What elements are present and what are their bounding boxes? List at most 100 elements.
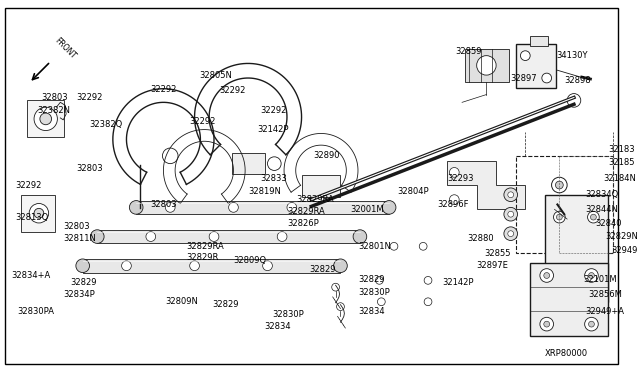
Text: 32834: 32834 xyxy=(358,307,385,316)
Bar xyxy=(516,44,556,88)
Circle shape xyxy=(189,261,200,271)
Text: 34130Y: 34130Y xyxy=(556,51,588,60)
Circle shape xyxy=(554,211,565,223)
Circle shape xyxy=(591,214,596,220)
Circle shape xyxy=(520,51,530,61)
Text: 32001M: 32001M xyxy=(350,205,384,214)
Bar xyxy=(530,263,608,336)
Bar xyxy=(83,259,340,273)
Circle shape xyxy=(40,113,52,125)
Bar xyxy=(21,195,56,232)
Circle shape xyxy=(122,261,131,271)
Text: 32830P: 32830P xyxy=(358,288,390,296)
Circle shape xyxy=(390,243,398,250)
Text: 32830PA: 32830PA xyxy=(17,307,54,316)
Circle shape xyxy=(424,298,432,306)
Text: 32949: 32949 xyxy=(611,246,637,255)
Text: 32292: 32292 xyxy=(76,93,102,102)
Circle shape xyxy=(129,201,143,214)
Circle shape xyxy=(567,94,580,107)
Circle shape xyxy=(268,157,281,170)
Circle shape xyxy=(552,177,567,193)
Circle shape xyxy=(544,273,550,278)
Bar xyxy=(136,201,389,214)
Circle shape xyxy=(508,231,514,237)
Circle shape xyxy=(585,269,598,282)
Bar xyxy=(530,36,548,46)
Text: 32834Q: 32834Q xyxy=(586,190,619,199)
Circle shape xyxy=(591,279,596,285)
Circle shape xyxy=(556,181,563,189)
Text: 32101M: 32101M xyxy=(584,275,618,284)
Bar xyxy=(516,156,613,253)
Text: 32142P: 32142P xyxy=(258,125,289,134)
Text: XRP80000: XRP80000 xyxy=(545,349,588,358)
Circle shape xyxy=(34,107,58,131)
Text: 32829RA: 32829RA xyxy=(287,207,324,216)
Text: 32844N: 32844N xyxy=(586,205,618,214)
Circle shape xyxy=(277,232,287,241)
Circle shape xyxy=(90,230,104,243)
Text: 32382N: 32382N xyxy=(37,106,70,115)
Circle shape xyxy=(556,214,563,220)
Circle shape xyxy=(589,273,595,278)
Circle shape xyxy=(209,232,219,241)
Text: 32142P: 32142P xyxy=(443,278,474,287)
Text: 32809N: 32809N xyxy=(165,297,198,306)
Text: 32826P: 32826P xyxy=(287,219,319,228)
Text: 32898: 32898 xyxy=(564,76,591,86)
Text: 32897E: 32897E xyxy=(477,261,509,270)
Circle shape xyxy=(588,211,599,223)
Circle shape xyxy=(228,202,238,212)
Circle shape xyxy=(544,321,550,327)
Circle shape xyxy=(554,276,565,288)
Text: FRONT: FRONT xyxy=(52,36,77,61)
Text: 32805N: 32805N xyxy=(200,71,232,80)
Text: 32840: 32840 xyxy=(595,219,622,228)
Text: 32855: 32855 xyxy=(484,248,511,258)
Text: 32859: 32859 xyxy=(455,47,482,56)
Text: 32803: 32803 xyxy=(151,200,177,209)
Text: 32896F: 32896F xyxy=(438,200,469,209)
Circle shape xyxy=(508,192,514,198)
Circle shape xyxy=(76,259,90,273)
Text: 32382Q: 32382Q xyxy=(90,120,123,129)
Text: 32813Q: 32813Q xyxy=(15,213,49,222)
Text: 32184N: 32184N xyxy=(603,174,636,183)
Text: 32293: 32293 xyxy=(447,174,474,183)
Circle shape xyxy=(337,303,344,311)
Circle shape xyxy=(540,269,554,282)
Text: 32804P: 32804P xyxy=(397,187,429,196)
Bar xyxy=(545,195,608,302)
Circle shape xyxy=(353,230,367,243)
Text: 32292: 32292 xyxy=(189,117,216,126)
Circle shape xyxy=(504,208,518,221)
Circle shape xyxy=(146,232,156,241)
Text: 32829R: 32829R xyxy=(187,253,219,263)
Text: 32183: 32183 xyxy=(608,145,635,154)
Text: 32811N: 32811N xyxy=(63,234,96,243)
Circle shape xyxy=(34,208,44,218)
Circle shape xyxy=(477,56,496,75)
Circle shape xyxy=(163,148,178,164)
Circle shape xyxy=(376,276,383,284)
Polygon shape xyxy=(447,161,525,209)
Text: 32801N: 32801N xyxy=(358,242,391,251)
Text: 32949+A: 32949+A xyxy=(586,307,625,316)
Circle shape xyxy=(540,317,554,331)
Text: 32880: 32880 xyxy=(467,234,493,243)
Circle shape xyxy=(556,279,563,285)
Text: 32890: 32890 xyxy=(313,151,340,160)
Bar xyxy=(465,49,509,82)
Bar xyxy=(301,175,340,197)
Text: 32829N: 32829N xyxy=(605,232,638,241)
Circle shape xyxy=(585,317,598,331)
Circle shape xyxy=(378,298,385,306)
Circle shape xyxy=(449,195,459,205)
Circle shape xyxy=(29,203,49,223)
Circle shape xyxy=(262,261,273,271)
Text: 32829: 32829 xyxy=(358,275,385,284)
Text: 32292: 32292 xyxy=(15,180,42,189)
Bar xyxy=(232,153,264,174)
Text: 32185: 32185 xyxy=(608,158,634,167)
